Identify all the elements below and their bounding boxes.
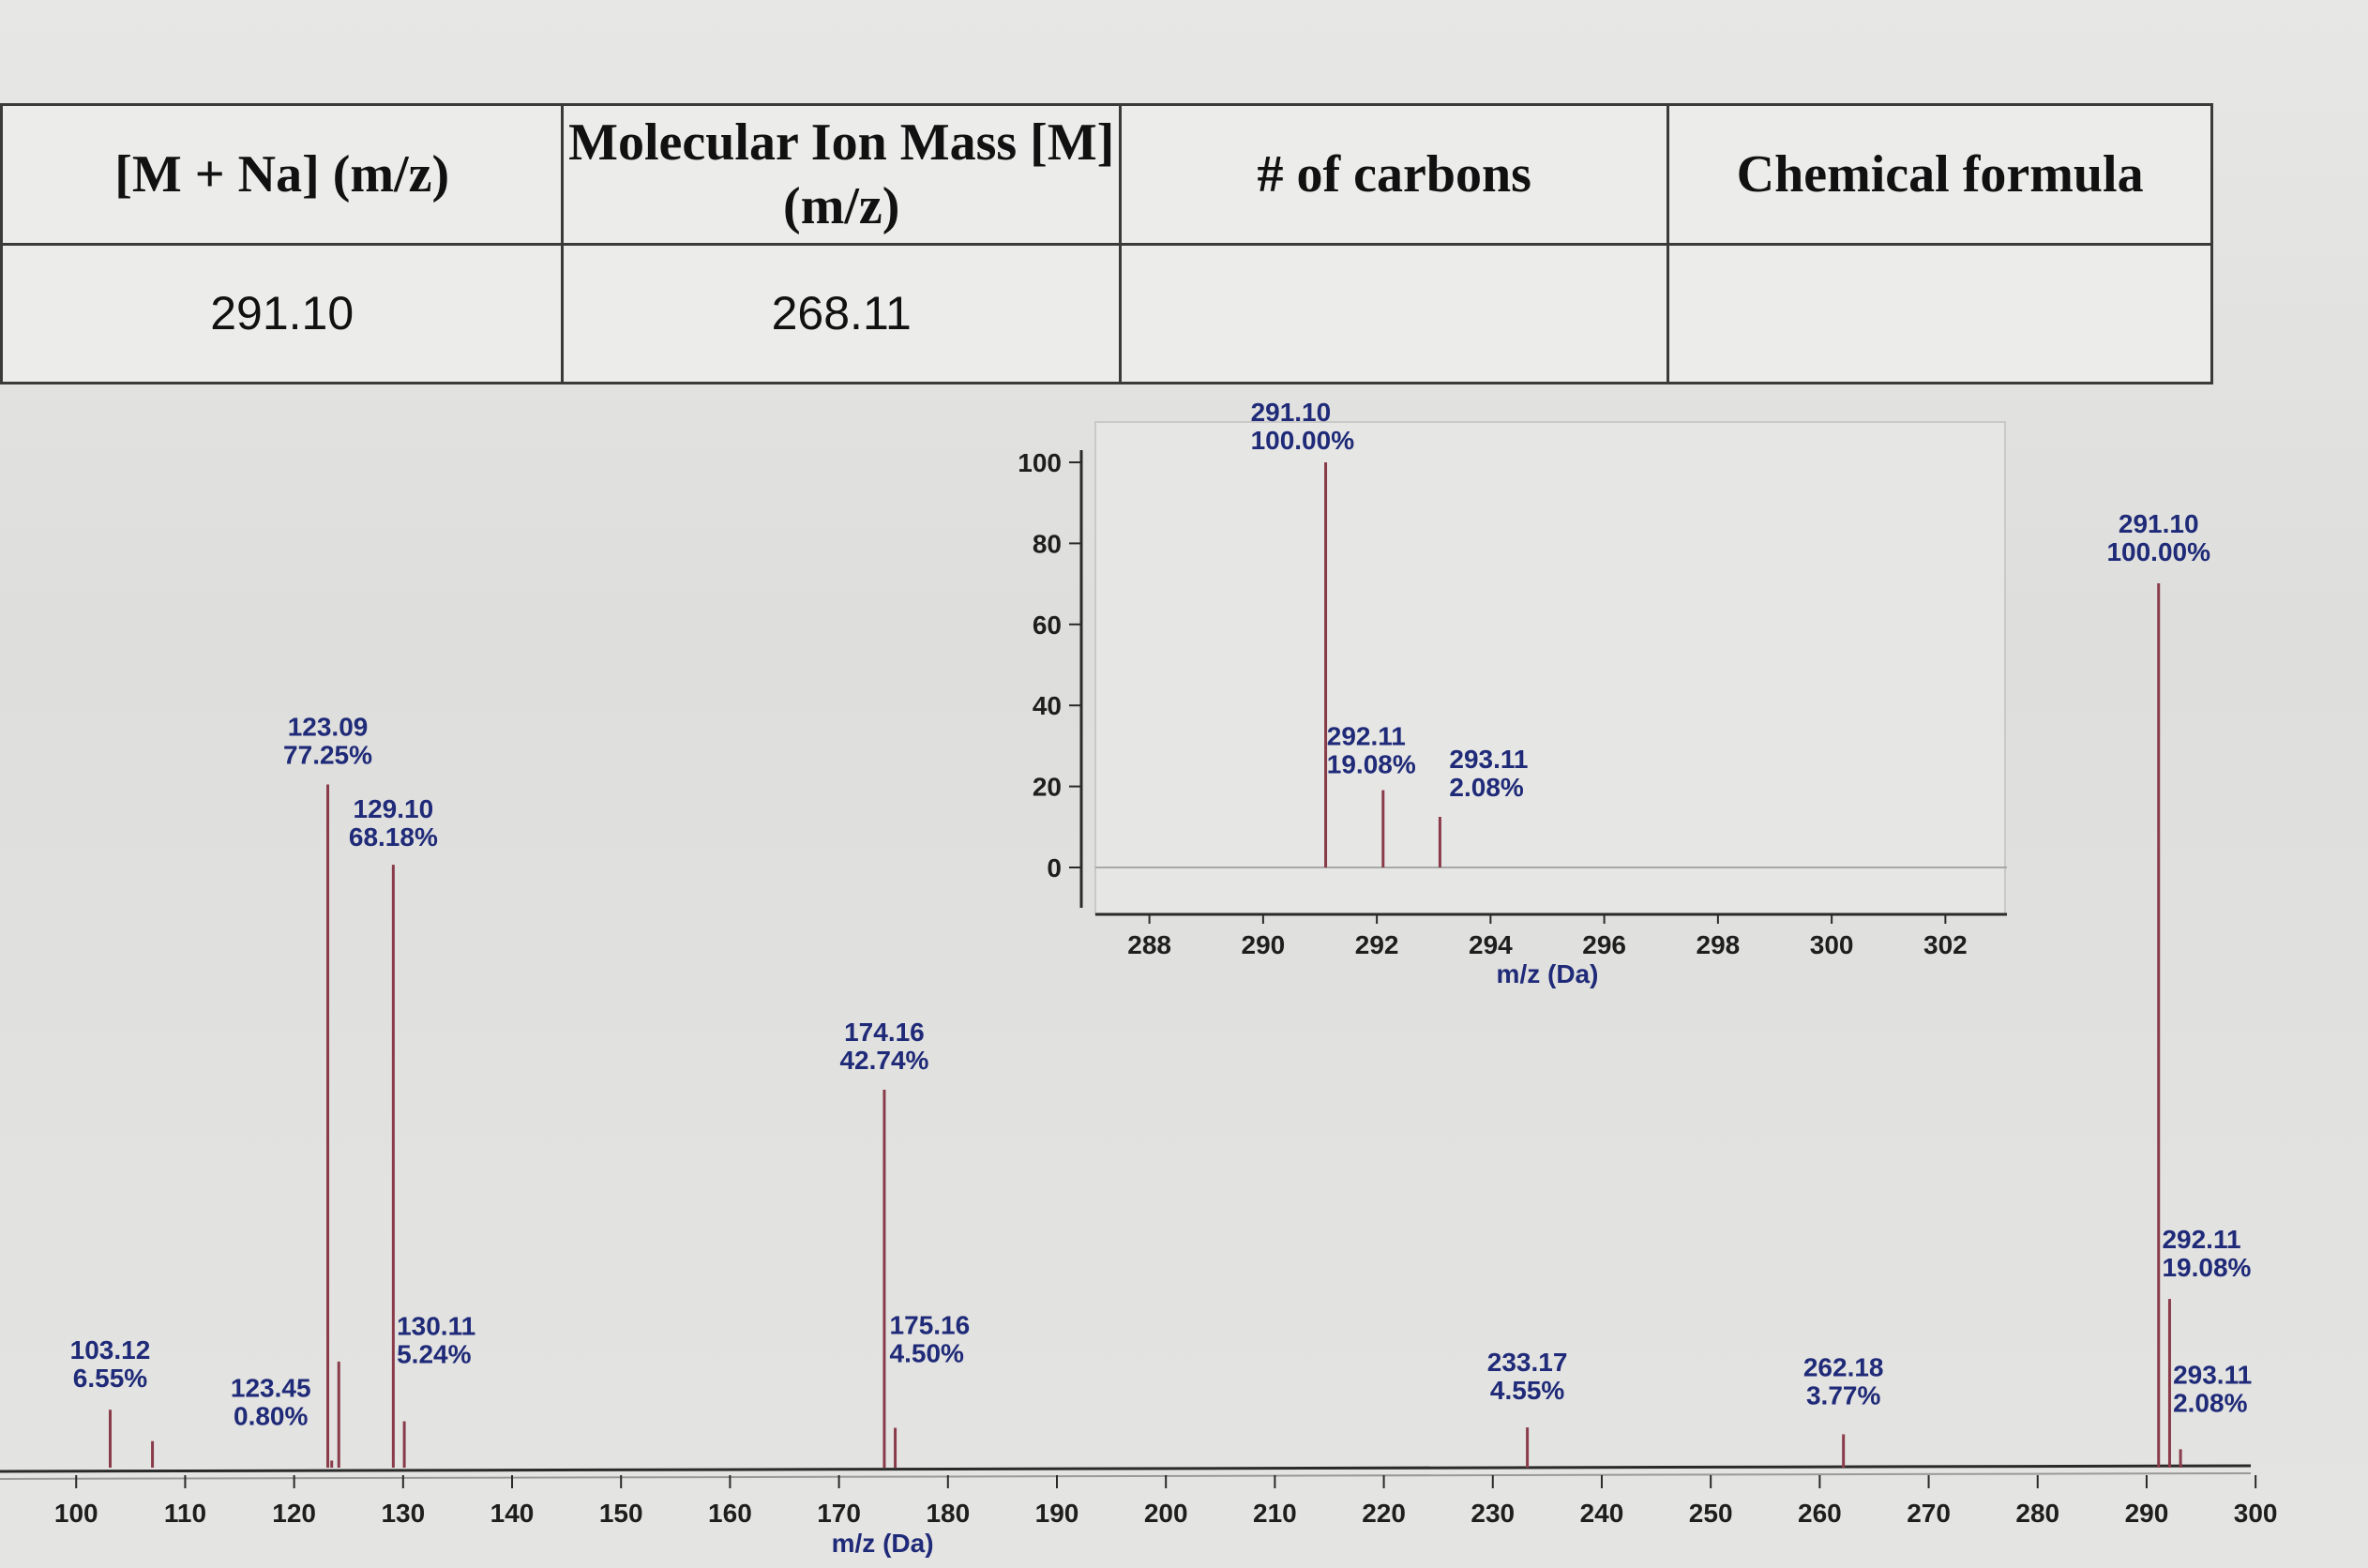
main-x-tick-label: 110 <box>164 1499 206 1528</box>
main-x-tick-label: 260 <box>1798 1499 1842 1528</box>
cell-molecular-ion-mass[interactable]: 268.11 <box>561 242 1123 384</box>
main-x-tick-label: 120 <box>272 1499 316 1528</box>
main-peak-percent-label: 4.55% <box>1490 1376 1564 1405</box>
main-x-tick-label: 180 <box>926 1499 970 1528</box>
inset-y-tick-label: 60 <box>1033 611 1062 640</box>
main-x-tick-label: 160 <box>708 1499 752 1528</box>
results-table: [M + Na] (m/z) Molecular Ion Mass [M] (m… <box>0 103 2213 384</box>
main-peak-percent-label: 0.80% <box>234 1401 308 1430</box>
inset-y-tick-label: 20 <box>1033 773 1062 802</box>
inset-spectrum-plot: 0 20 40 60 80 100 288 290 292 294 296 298 300 302 29… <box>1018 398 2007 988</box>
main-peak-mz-label: 233.17 <box>1487 1348 1568 1377</box>
main-x-tick-label: 220 <box>1362 1499 1406 1528</box>
main-peak-percent-label: 68.18% <box>349 822 438 852</box>
main-x-axis <box>0 1464 2252 1473</box>
header-chemical-formula: Chemical formula <box>1667 103 2213 246</box>
inset-peak-mz-label: 293.11 <box>1449 745 1528 774</box>
main-peak-percent-label: 19.08% <box>2162 1253 2251 1282</box>
main-x-tick-label: 300 <box>2234 1499 2278 1528</box>
main-peak-mz-label: 293.11 <box>2173 1360 2252 1389</box>
inset-x-tick-label: 288 <box>1127 930 1171 959</box>
main-x-tick-label: 240 <box>1580 1499 1624 1528</box>
main-peak-mz-label: 129.10 <box>354 794 434 823</box>
main-x-tick-label: 280 <box>2015 1499 2059 1528</box>
inset-peak-percent-label: 2.08% <box>1449 773 1523 802</box>
cell-chemical-formula[interactable] <box>1667 242 2213 384</box>
main-peak-mz-label: 175.16 <box>890 1311 971 1340</box>
inset-x-tick-label: 298 <box>1697 930 1741 959</box>
main-x-tick-label: 250 <box>1689 1499 1733 1528</box>
header-molecular-ion-mass: Molecular Ion Mass [M] (m/z) <box>561 103 1123 246</box>
inset-peak-mz-label: 291.10 <box>1251 398 1332 427</box>
main-peak-mz-label: 103.12 <box>70 1335 151 1364</box>
inset-peak-percent-label: 100.00% <box>1251 426 1355 455</box>
main-peak-mz-label: 262.18 <box>1803 1352 1884 1381</box>
main-x-tick-label: 290 <box>2125 1499 2169 1528</box>
main-x-tick-label: 200 <box>1144 1499 1188 1528</box>
main-peak-mz-label: 123.45 <box>231 1373 311 1402</box>
main-x-tick-label: 170 <box>817 1499 861 1528</box>
main-x-tick-label: 130 <box>381 1499 425 1528</box>
main-peak-percent-label: 4.50% <box>890 1339 964 1368</box>
main-x-tick-label: 230 <box>1471 1499 1515 1528</box>
inset-x-axis-title: m/z (Da) <box>1497 959 1599 988</box>
inset-x-tick-label: 296 <box>1582 930 1626 959</box>
main-x-axis-shadow <box>0 1472 2252 1480</box>
main-x-tick-label: 150 <box>599 1499 643 1528</box>
header-number-of-carbons: # of carbons <box>1119 103 1670 246</box>
inset-y-tick-label: 40 <box>1033 691 1062 720</box>
main-spectrum-plot: 100 110 120 130 140 150 160 170 180 190 200 210 220 2… <box>0 509 2278 1558</box>
inset-x-tick-label: 302 <box>1923 930 1968 959</box>
inset-peak-percent-label: 19.08% <box>1327 750 1416 779</box>
main-peak-percent-label: 6.55% <box>73 1364 147 1393</box>
table-row: 291.10 268.11 <box>0 242 2213 384</box>
main-x-tick-label: 190 <box>1035 1499 1079 1528</box>
main-x-tick-label: 140 <box>490 1499 535 1528</box>
inset-y-tick-label: 0 <box>1047 853 1062 882</box>
main-peak-mz-label: 174.16 <box>844 1018 925 1047</box>
table-header-row: [M + Na] (m/z) Molecular Ion Mass [M] (m… <box>0 103 2213 246</box>
inset-x-ticks: 288 290 292 294 296 298 300 302 <box>1127 914 1968 959</box>
inset-x-tick-label: 292 <box>1355 930 1399 959</box>
cell-m-plus-na[interactable]: 291.10 <box>0 242 565 384</box>
inset-y-tick-label: 100 <box>1018 448 1062 477</box>
inset-x-tick-label: 294 <box>1469 930 1513 959</box>
inset-plot-frame <box>1094 421 2006 915</box>
inset-y-ticks: 0 20 40 60 80 100 <box>1018 448 1081 882</box>
inset-peak-mz-label: 292.11 <box>1327 722 1406 751</box>
header-m-plus-na: [M + Na] (m/z) <box>0 103 565 246</box>
inset-x-tick-label: 300 <box>1810 930 1854 959</box>
inset-y-tick-label: 80 <box>1033 529 1062 558</box>
main-x-tick-label: 100 <box>54 1499 98 1528</box>
main-x-ticks: 100 110 120 130 140 150 160 170 180 190 200 210 220 2… <box>54 1475 2278 1528</box>
inset-x-tick-label: 290 <box>1242 930 1286 959</box>
main-x-tick-label: 270 <box>1907 1499 1951 1528</box>
main-peak-mz-label: 130.11 <box>397 1312 475 1341</box>
main-peak-percent-label: 100.00% <box>2106 537 2210 566</box>
main-peak-mz-label: 292.11 <box>2162 1225 2240 1254</box>
main-peak-percent-label: 2.08% <box>2173 1388 2247 1417</box>
main-peak-percent-label: 5.24% <box>397 1340 471 1369</box>
main-x-axis-title: m/z (Da) <box>832 1529 934 1558</box>
main-peak-percent-label: 3.77% <box>1806 1380 1880 1410</box>
main-peak-mz-label: 123.09 <box>288 713 369 742</box>
main-x-tick-label: 210 <box>1253 1499 1297 1528</box>
main-peak-percent-label: 77.25% <box>283 741 372 770</box>
main-peak-mz-label: 291.10 <box>2119 509 2199 538</box>
cell-number-of-carbons[interactable] <box>1119 242 1670 384</box>
main-peak-percent-label: 42.74% <box>839 1046 928 1075</box>
